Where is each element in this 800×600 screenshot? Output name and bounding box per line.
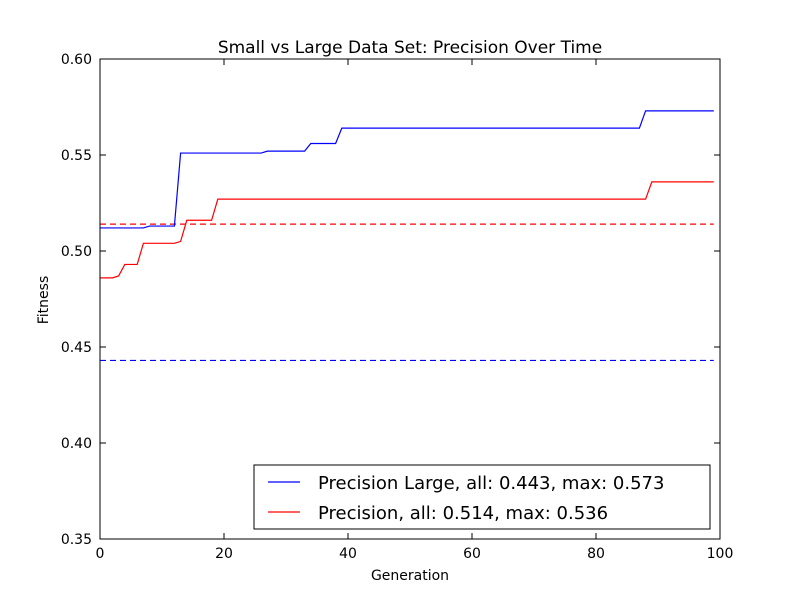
series-line-0: [100, 110, 714, 229]
y-tick-label-4: 0.55: [61, 148, 92, 164]
x-axis-label: Generation: [371, 568, 449, 584]
plot-frame: [99, 58, 721, 540]
x-tick-label-3: 60: [463, 546, 481, 562]
x-tick-label-4: 80: [587, 546, 605, 562]
x-tick-label-1: 20: [215, 546, 233, 562]
y-tick-label-3: 0.50: [61, 244, 92, 260]
y-tick-label-0: 0.35: [61, 532, 92, 548]
y-tick-label-5: 0.60: [61, 52, 92, 68]
y-axis-label: Fitness: [36, 276, 52, 325]
legend-label-0: Precision Large, all: 0.443, max: 0.573: [318, 473, 664, 494]
x-tick-label-5: 100: [707, 546, 734, 562]
chart-title: Small vs Large Data Set: Precision Over …: [218, 38, 602, 58]
legend-label-1: Precision, all: 0.514, max: 0.536: [318, 503, 608, 524]
series-line-1: [100, 181, 714, 279]
y-tick-label-2: 0.45: [61, 340, 92, 356]
y-tick-label-1: 0.40: [61, 436, 92, 452]
plot-area: 0 20 40 60 80 100 0.35 0.40 0.45 0.50 0.55 0.60 Prec…: [61, 52, 734, 562]
legend-box: [253, 464, 711, 530]
x-tick-label-2: 40: [339, 546, 357, 562]
x-tick-label-0: 0: [96, 546, 105, 562]
